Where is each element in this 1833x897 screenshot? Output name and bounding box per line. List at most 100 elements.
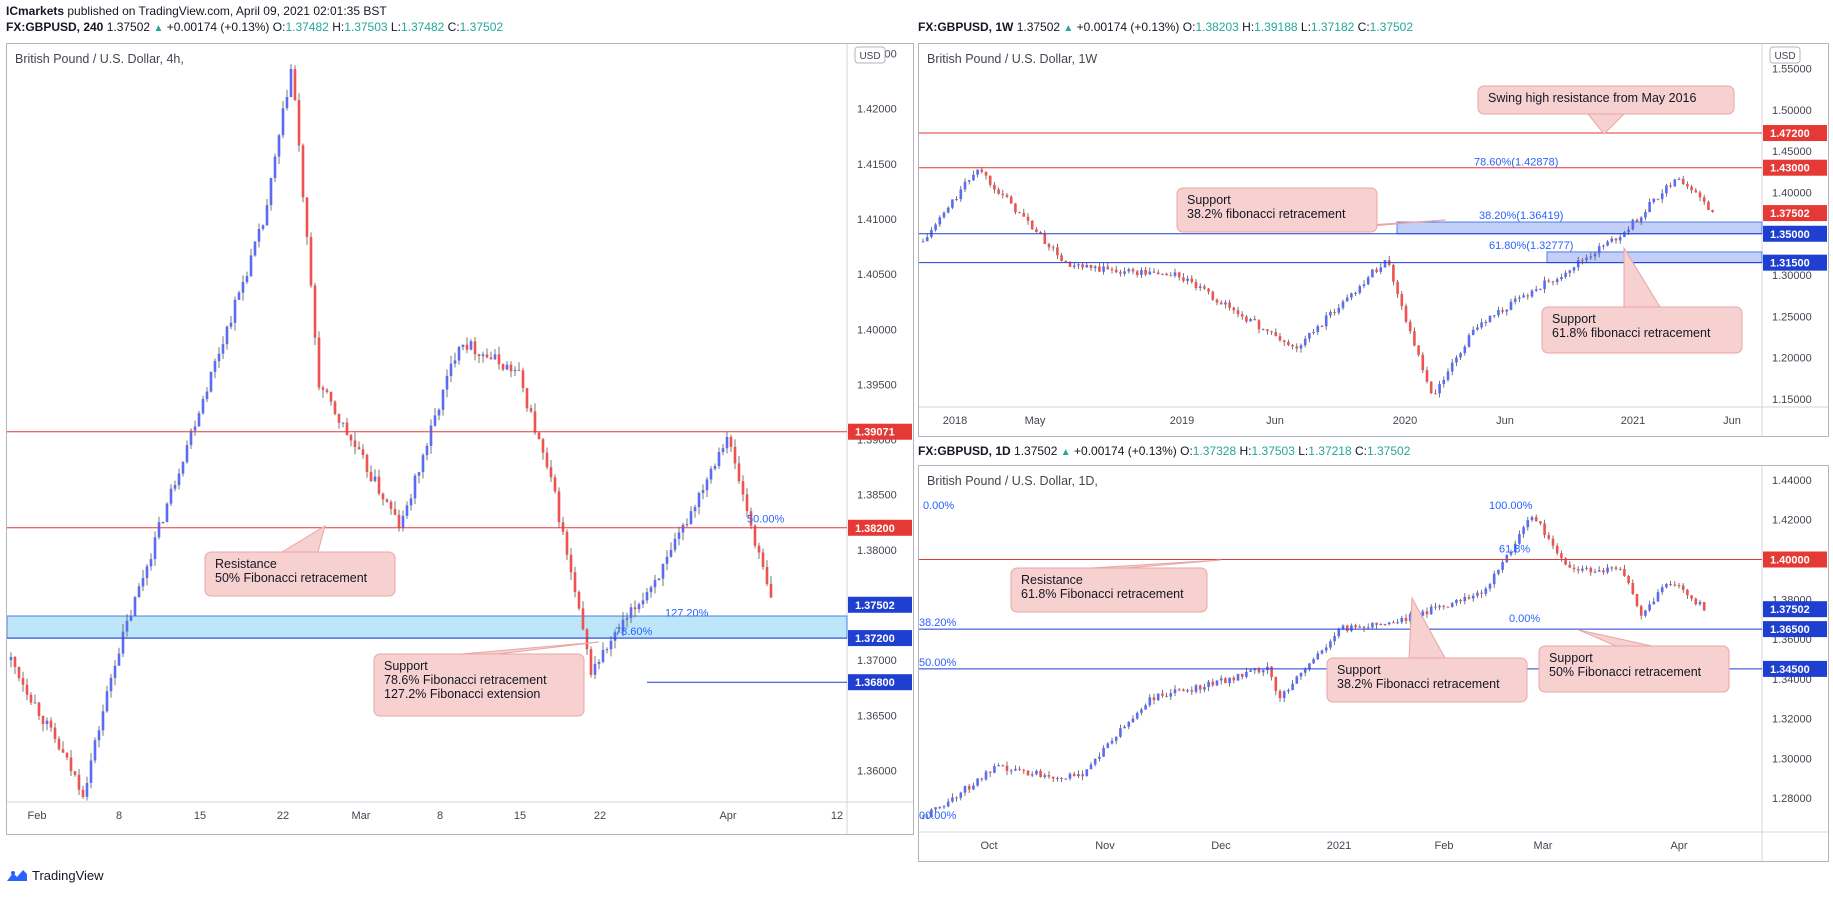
candle-body: [1261, 670, 1265, 673]
candle-body: [769, 583, 773, 598]
candle-body: [1240, 314, 1244, 317]
candle-body: [1303, 338, 1307, 346]
candle-body: [1156, 693, 1160, 701]
candle-body: [385, 499, 389, 502]
candle-body: [685, 524, 689, 526]
candle-body: [1018, 768, 1021, 770]
time-tick-label: Oct: [980, 840, 997, 852]
candle-body: [1513, 543, 1517, 553]
candle-body: [1555, 279, 1559, 282]
chart-canvas-4h[interactable]: 1.425001.420001.415001.410001.405001.400…: [7, 44, 913, 834]
close-label: C:: [1355, 444, 1367, 458]
candle-body: [485, 354, 489, 358]
candle-body: [637, 604, 641, 610]
candle-body: [461, 344, 465, 348]
candle-body: [9, 657, 13, 661]
candle-body: [1396, 622, 1399, 624]
candle-body: [365, 454, 369, 472]
chart-panel-1w[interactable]: 1.55000 1.50000 1.45000 1.40000 1.35000 1.300…: [918, 43, 1829, 437]
candle-body: [1127, 722, 1131, 727]
candle-body: [437, 409, 441, 416]
price-level-label: 1.37200: [855, 633, 895, 645]
candle-body: [1539, 289, 1542, 291]
candle-body: [1446, 606, 1450, 608]
chart-panel-4h[interactable]: 1.425001.420001.415001.410001.405001.400…: [6, 43, 914, 835]
candle-body: [1131, 718, 1135, 723]
candle-body: [1266, 329, 1269, 332]
callout-text: 78.6% Fibonacci retracement: [384, 673, 547, 687]
candle-body: [1518, 534, 1521, 544]
candle-body: [57, 738, 61, 750]
high-label: H:: [332, 20, 345, 34]
price-tick-label: 1.25000: [1772, 311, 1812, 323]
tradingview-footer[interactable]: TradingView: [6, 867, 104, 883]
candle-body: [745, 494, 749, 512]
candle-body: [1551, 281, 1555, 283]
candle-body: [1035, 770, 1038, 775]
callout-text: 61.8% Fibonacci retracement: [1021, 587, 1184, 601]
candle-body: [1081, 774, 1084, 777]
candle-body: [1106, 266, 1110, 270]
close-value: 1.37502: [459, 20, 504, 34]
chart-panel-1d[interactable]: 1.440001.420001.400001.380001.360001.340…: [918, 465, 1829, 862]
candle-body: [645, 592, 649, 601]
price-tick-label: 1.45000: [1772, 146, 1812, 158]
symbol-label: FX:GBPUSD, 240: [6, 20, 104, 34]
candle-body: [1513, 298, 1517, 302]
candle-body: [1039, 231, 1042, 234]
candle-body: [997, 189, 1000, 194]
candle-body: [473, 341, 477, 355]
candle-body: [1492, 315, 1496, 317]
candle-body: [317, 337, 321, 388]
candle-body: [1077, 774, 1080, 777]
candle-body: [1345, 297, 1349, 302]
fib-level-label: 50.00%: [919, 657, 957, 669]
candle-body: [1698, 192, 1702, 198]
candle-body: [1694, 190, 1698, 193]
fib-level-label: 61.80%(1.32777): [1489, 240, 1573, 252]
candle-body: [1182, 689, 1185, 691]
price-tick-label: 1.37000: [857, 655, 897, 667]
candle-body: [1576, 260, 1580, 268]
candle-body: [1127, 269, 1131, 272]
price-tick-label: 1.15000: [1772, 394, 1812, 406]
price-tick-label: 1.30000: [1772, 753, 1812, 765]
candle-body: [565, 531, 569, 555]
candle-body: [209, 371, 213, 392]
candle-body: [1354, 625, 1357, 628]
candle-body: [1673, 179, 1677, 187]
candle-body: [1455, 599, 1458, 604]
candle-body: [405, 505, 409, 516]
candle-body: [1635, 594, 1639, 607]
candle-body: [433, 415, 437, 426]
candle-body: [193, 426, 197, 431]
candle-body: [1476, 592, 1479, 596]
candle-body: [1165, 695, 1168, 697]
candle-body: [1144, 705, 1147, 710]
candle-body: [984, 771, 988, 780]
candle-body: [1119, 728, 1122, 737]
candle-body: [1383, 624, 1387, 626]
candle-body: [501, 364, 505, 370]
candle-body: [1602, 570, 1605, 573]
candle-body: [513, 369, 517, 372]
time-tick-label: 2021: [1327, 840, 1351, 852]
candle-body: [421, 455, 425, 473]
candle-body: [1060, 778, 1063, 780]
candle-body: [1324, 315, 1328, 327]
candle-body: [177, 473, 181, 486]
candle-body: [1287, 342, 1290, 345]
candle-body: [934, 807, 937, 810]
callout-text: 50% Fibonacci retracement: [215, 571, 368, 585]
candle-body: [93, 740, 97, 761]
candle-body: [201, 399, 205, 414]
price-level-badge: [1763, 205, 1827, 222]
candle-body: [1093, 266, 1097, 268]
chart-canvas-1w[interactable]: 1.55000 1.50000 1.45000 1.40000 1.35000 1.300…: [919, 44, 1828, 436]
candle-body: [1459, 599, 1462, 602]
candle-body: [1484, 588, 1488, 594]
chart-canvas-1d[interactable]: 1.440001.420001.400001.380001.360001.340…: [919, 466, 1828, 861]
price-level-badge: [848, 519, 912, 536]
candle-body: [1282, 340, 1286, 343]
candle-body: [1526, 295, 1530, 297]
